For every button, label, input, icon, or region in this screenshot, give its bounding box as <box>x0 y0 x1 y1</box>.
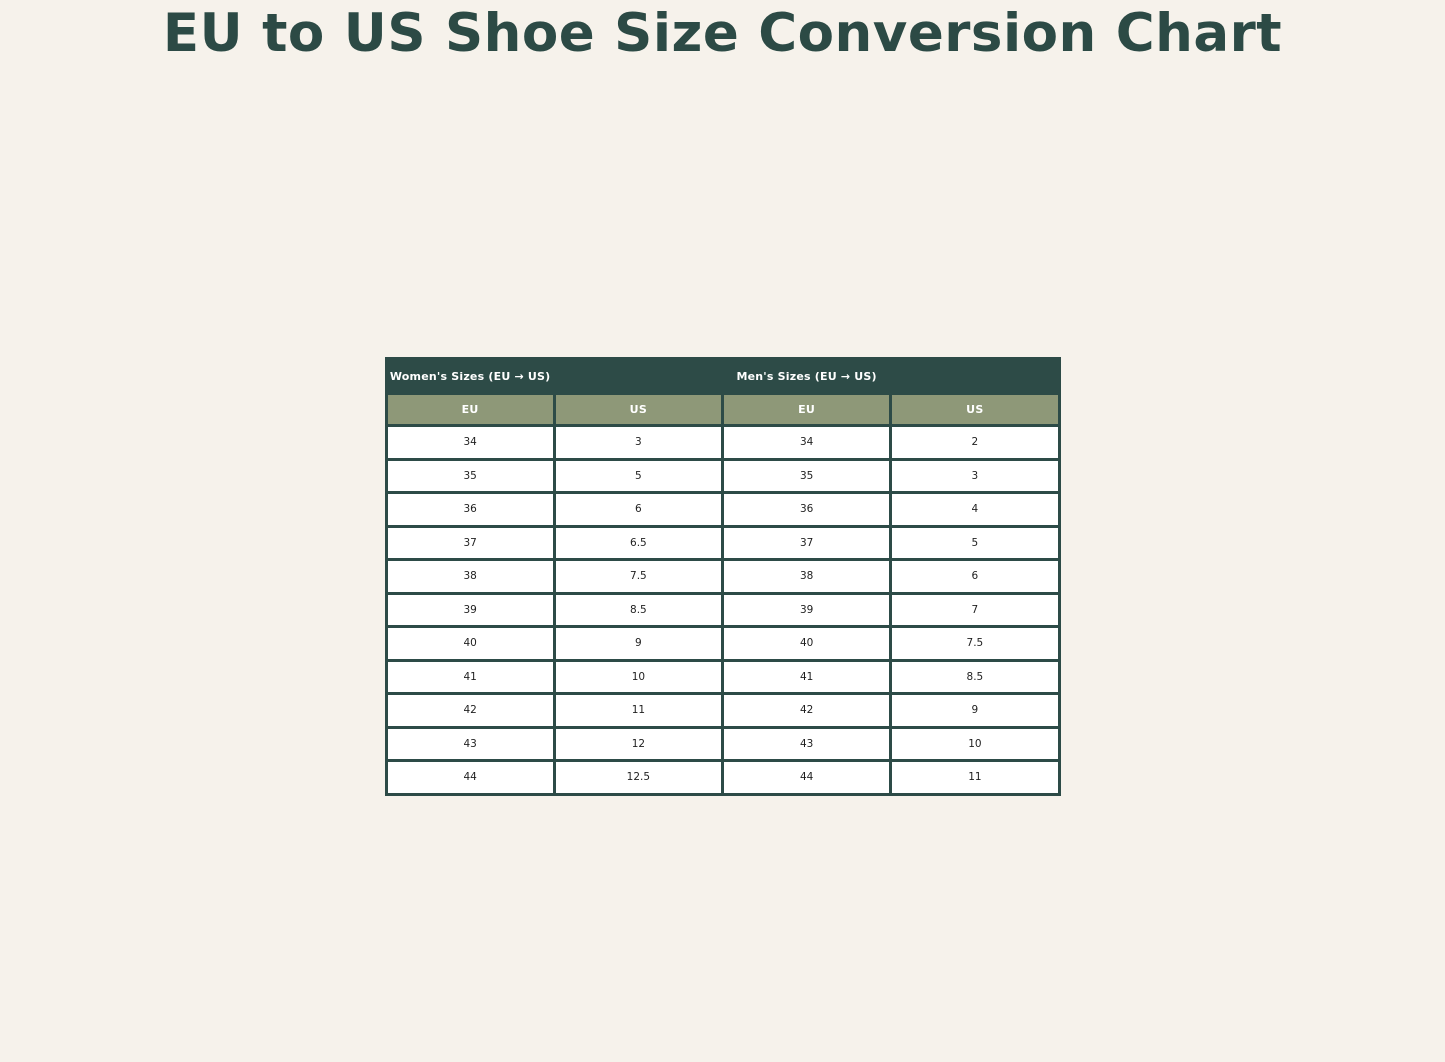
table-cell: 2 <box>889 424 1061 461</box>
table-cell: 39 <box>384 591 556 628</box>
table-row: 34 3 34 2 <box>384 424 1061 461</box>
table-cell: 35 <box>720 457 893 494</box>
table-cell: 42 <box>720 692 893 729</box>
table-cell: 8.5 <box>552 591 725 628</box>
table-row: 42 11 42 9 <box>384 692 1061 729</box>
table-cell: 38 <box>720 558 893 595</box>
table-row: 35 5 35 3 <box>384 457 1061 494</box>
table-body: 34 3 34 2 35 5 35 3 36 6 36 4 37 6.5 37 5 38 7.5 38 6 39 8.5 3… <box>384 424 1061 796</box>
column-header-row: EU US EU US <box>384 392 1061 427</box>
table-row: 38 7.5 38 6 <box>384 558 1061 595</box>
table-cell: 37 <box>384 524 556 561</box>
table-head: Women's Sizes (EU → US) Men's Sizes (EU … <box>384 357 1061 427</box>
table-cell: 7.5 <box>552 558 725 595</box>
group-header-row: Women's Sizes (EU → US) Men's Sizes (EU … <box>384 357 1061 395</box>
column-header-men-us: US <box>889 392 1061 427</box>
group-header-spacer-1 <box>552 357 725 395</box>
table-cell: 7.5 <box>889 625 1061 662</box>
group-header-womens: Women's Sizes (EU → US) <box>384 357 556 395</box>
table-row: 40 9 40 7.5 <box>384 625 1061 662</box>
table-row: 39 8.5 39 7 <box>384 591 1061 628</box>
table-cell: 35 <box>384 457 556 494</box>
table-cell: 34 <box>384 424 556 461</box>
conversion-table: Women's Sizes (EU → US) Men's Sizes (EU … <box>384 357 1061 796</box>
table-cell: 44 <box>720 759 893 796</box>
table-row: 43 12 43 10 <box>384 725 1061 762</box>
page-title: EU to US Shoe Size Conversion Chart <box>162 3 1283 64</box>
table-row: 36 6 36 4 <box>384 491 1061 528</box>
table-cell: 5 <box>889 524 1061 561</box>
table-cell: 10 <box>889 725 1061 762</box>
group-header-spacer-2 <box>889 357 1061 395</box>
table-cell: 43 <box>720 725 893 762</box>
table-cell: 11 <box>889 759 1061 796</box>
table-cell: 40 <box>720 625 893 662</box>
conversion-table-container: Women's Sizes (EU → US) Men's Sizes (EU … <box>384 357 1061 796</box>
table-cell: 7 <box>889 591 1061 628</box>
table-cell: 6 <box>552 491 725 528</box>
table-cell: 9 <box>889 692 1061 729</box>
table-cell: 36 <box>720 491 893 528</box>
table-cell: 40 <box>384 625 556 662</box>
table-row: 44 12.5 44 11 <box>384 759 1061 796</box>
table-cell: 8.5 <box>889 658 1061 695</box>
table-cell: 12.5 <box>552 759 725 796</box>
table-cell: 12 <box>552 725 725 762</box>
table-cell: 34 <box>720 424 893 461</box>
table-cell: 3 <box>889 457 1061 494</box>
table-cell: 42 <box>384 692 556 729</box>
table-cell: 41 <box>720 658 893 695</box>
table-cell: 4 <box>889 491 1061 528</box>
table-cell: 9 <box>552 625 725 662</box>
table-cell: 44 <box>384 759 556 796</box>
table-cell: 39 <box>720 591 893 628</box>
table-cell: 10 <box>552 658 725 695</box>
table-cell: 6.5 <box>552 524 725 561</box>
group-header-mens: Men's Sizes (EU → US) <box>720 357 893 395</box>
table-cell: 3 <box>552 424 725 461</box>
column-header-women-us: US <box>552 392 725 427</box>
table-row: 41 10 41 8.5 <box>384 658 1061 695</box>
table-cell: 5 <box>552 457 725 494</box>
column-header-men-eu: EU <box>720 392 893 427</box>
table-cell: 37 <box>720 524 893 561</box>
table-cell: 11 <box>552 692 725 729</box>
table-cell: 38 <box>384 558 556 595</box>
table-cell: 41 <box>384 658 556 695</box>
column-header-women-eu: EU <box>384 392 556 427</box>
table-cell: 36 <box>384 491 556 528</box>
table-cell: 43 <box>384 725 556 762</box>
table-row: 37 6.5 37 5 <box>384 524 1061 561</box>
table-cell: 6 <box>889 558 1061 595</box>
